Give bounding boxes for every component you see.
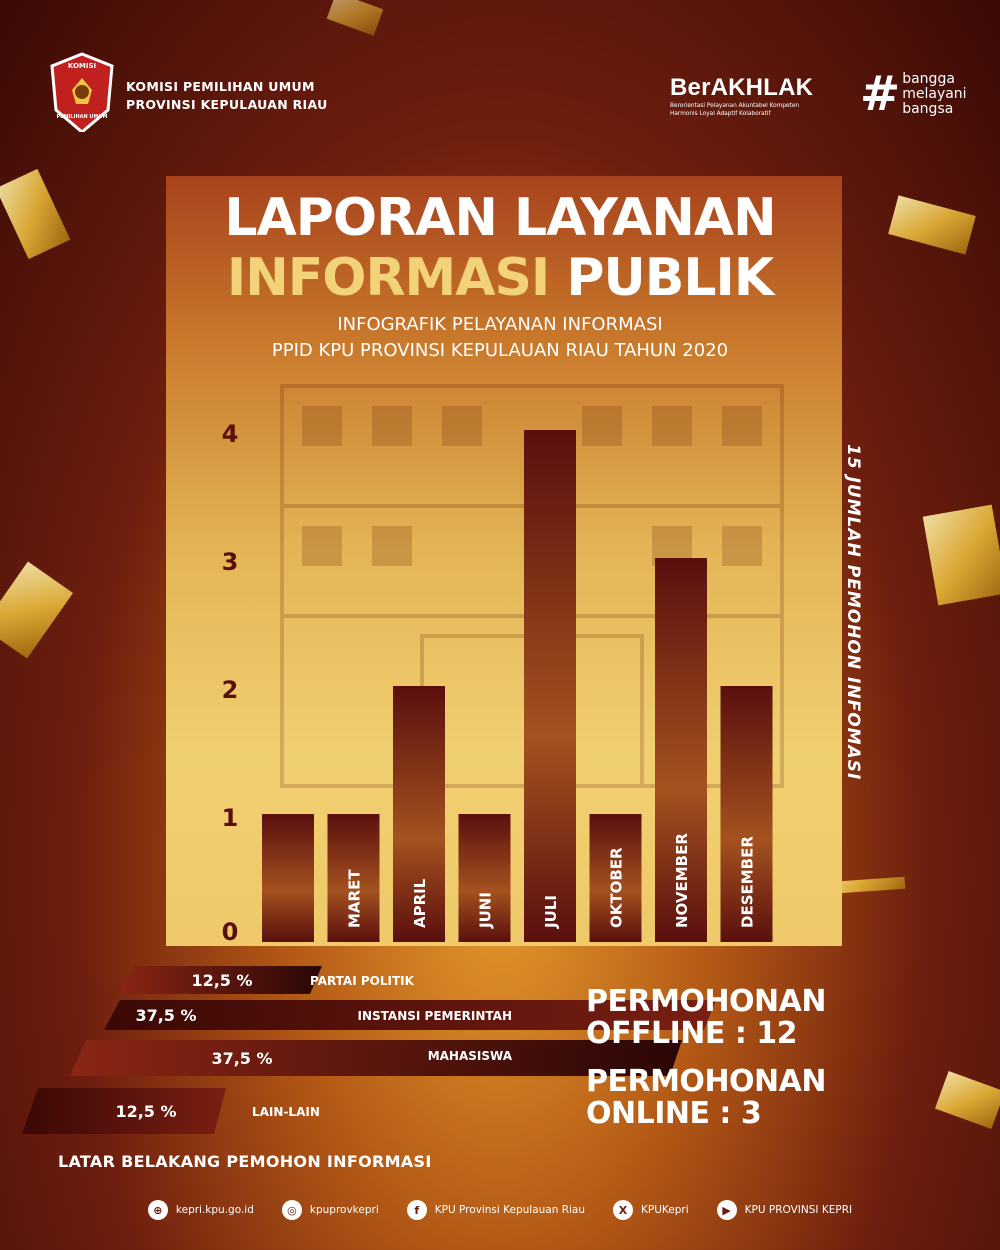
social-label: KPUKepri xyxy=(641,1204,689,1216)
x-icon: X xyxy=(613,1200,634,1220)
berakhlak-tagline1: Berorientasi Pelayanan Akuntabel Kompete… xyxy=(670,103,800,109)
hashtag-words: bangga melayani bangsa xyxy=(902,70,967,117)
background-bar xyxy=(118,966,322,994)
berakhlak-brand: BerAKHLAK Berorientasi Pelayanan Akuntab… xyxy=(670,74,850,118)
online-stat: PERMOHONAN ONLINE : 3 xyxy=(586,1066,826,1130)
subtitle-line2: PPID KPU PROVINSI KEPULAUAN RIAU TAHUN 2… xyxy=(271,340,729,361)
confetti-decoration xyxy=(922,504,1000,606)
background-chart-title: LATAR BELAKANG PEMOHON INFORMASI xyxy=(58,1152,432,1171)
title-line2-gold: INFORMASI xyxy=(226,248,550,308)
hashtag-bangga-melayani: # bangga melayani bangsa xyxy=(860,70,967,118)
total-requests-label: 15 JUMLAH PEMOHON INFOMASI xyxy=(843,444,863,781)
bar-value-label: 37,5 % xyxy=(211,1049,272,1068)
social-label: kpuprovkepri xyxy=(309,1204,379,1216)
subtitle-line1: INFOGRAFIK PELAYANAN INFORMASI xyxy=(337,314,663,335)
bar-category-label: PARTAI POLITIK xyxy=(310,974,415,988)
berakhlak-title: BerAKHLAK xyxy=(670,74,814,101)
org-line1: KOMISI PEMILIHAN UMUM xyxy=(126,79,315,94)
social-label: KPU Provinsi Kepulauan Riau xyxy=(434,1204,586,1216)
bar-value-label: 12,5 % xyxy=(191,971,252,990)
social-x[interactable]: X KPUKepri xyxy=(613,1200,689,1220)
social-facebook[interactable]: f KPU Provinsi Kepulauan Riau xyxy=(406,1200,586,1220)
title-line1: LAPORAN LAYANAN xyxy=(224,188,776,248)
org-name: KOMISI PEMILIHAN UMUM PROVINSI KEPULAUAN… xyxy=(126,78,328,114)
background-bar xyxy=(22,1088,226,1134)
offline-stat: PERMOHONAN OFFLINE : 12 xyxy=(586,986,826,1050)
social-links: ⊕ kepri.kpu.go.id ◎ kpuprovkepri f KPU Prov… xyxy=(0,1200,1000,1220)
instagram-icon: ◎ xyxy=(281,1200,302,1220)
berakhlak-tagline2: Harmonis Loyal Adaptif Kolaboratif xyxy=(670,111,771,117)
social-label: kepri.kpu.go.id xyxy=(175,1204,254,1216)
org-line2: PROVINSI KEPULAUAN RIAU xyxy=(126,97,328,112)
bar-category-label: INSTANSI PEMERINTAH xyxy=(358,1009,512,1023)
facebook-icon: f xyxy=(406,1200,427,1220)
hashtag-symbol: # xyxy=(860,66,901,122)
confetti-decoration xyxy=(934,1070,1000,1130)
bar-value-label: 12,5 % xyxy=(115,1102,176,1121)
bar-category-label: LAIN-LAIN xyxy=(252,1105,320,1119)
building-watermark-icon xyxy=(280,384,784,788)
title-line2-white: PUBLIK xyxy=(566,248,774,308)
social-youtube[interactable]: ▶ KPU PROVINSI KEPRI xyxy=(716,1200,853,1220)
globe-icon: ⊕ xyxy=(147,1200,168,1220)
offline-value: OFFLINE : 12 xyxy=(586,1016,798,1051)
social-label: KPU PROVINSI KEPRI xyxy=(744,1204,853,1216)
bar-category-label: MAHASISWA xyxy=(428,1049,513,1063)
youtube-icon: ▶ xyxy=(716,1200,737,1220)
online-label: PERMOHONAN xyxy=(586,1064,826,1099)
hashtag-word: melayani xyxy=(902,85,967,102)
logo-text-top: KOMISI xyxy=(68,62,96,70)
online-value: ONLINE : 3 xyxy=(586,1096,762,1131)
confetti-decoration xyxy=(326,0,384,36)
social-instagram[interactable]: ◎ kpuprovkepri xyxy=(281,1200,379,1220)
bar-value-label: 37,5 % xyxy=(135,1006,196,1025)
title-line2: INFORMASI PUBLIK xyxy=(0,248,1000,308)
logo-text-bottom: PEMILIHAN UMUM xyxy=(56,114,107,120)
hashtag-word: bangga xyxy=(902,70,955,87)
social-website[interactable]: ⊕ kepri.kpu.go.id xyxy=(147,1200,254,1220)
confetti-decoration xyxy=(0,561,73,659)
subtitle: INFOGRAFIK PELAYANAN INFORMASI PPID KPU … xyxy=(0,312,1000,364)
offline-label: PERMOHONAN xyxy=(586,984,826,1019)
kpu-logo-icon: KOMISI PEMILIHAN UMUM xyxy=(50,52,114,132)
hashtag-word: bangsa xyxy=(902,100,954,117)
